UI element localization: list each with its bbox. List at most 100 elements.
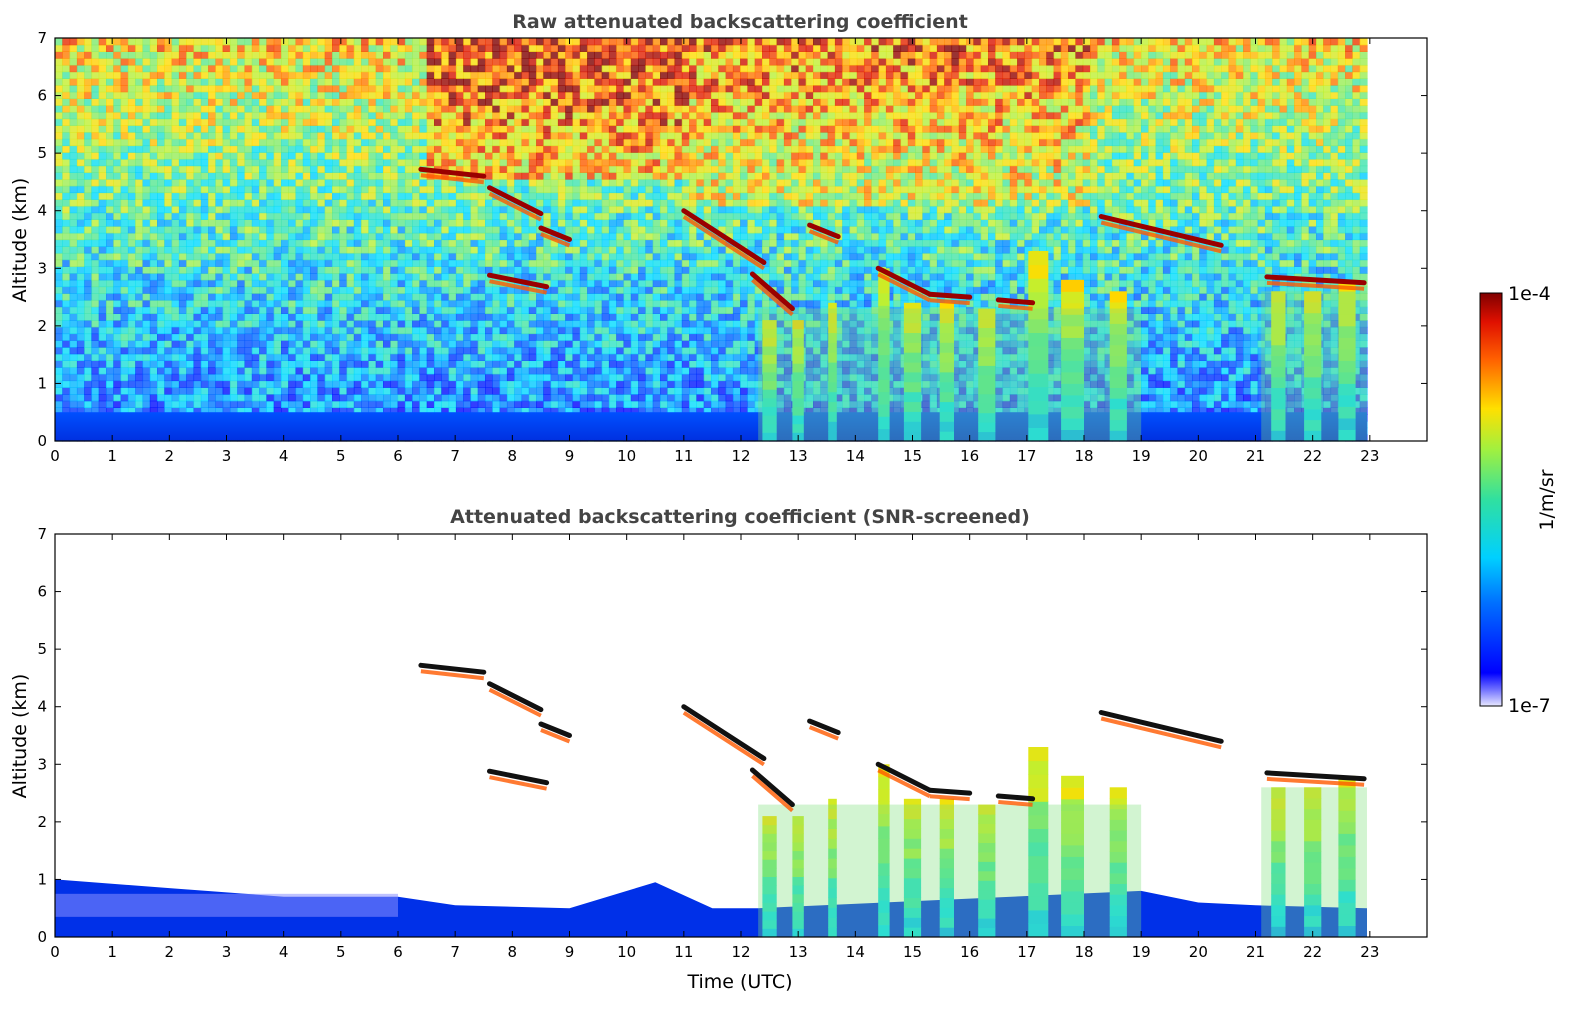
noise-cell bbox=[200, 326, 209, 335]
noise-cell bbox=[281, 138, 289, 147]
noise-cell bbox=[528, 340, 537, 348]
noise-cell bbox=[142, 266, 151, 274]
noise-cell bbox=[178, 158, 187, 167]
noise-cell bbox=[361, 64, 369, 73]
noise-cell bbox=[259, 320, 267, 328]
noise-cell bbox=[587, 306, 595, 314]
noise-cell bbox=[127, 347, 136, 355]
noise-cell bbox=[84, 286, 93, 294]
noise-cell bbox=[113, 98, 122, 106]
noise-cell bbox=[237, 138, 246, 147]
noise-cell bbox=[84, 145, 93, 153]
noise-cell bbox=[273, 266, 282, 274]
noise-cell bbox=[113, 246, 122, 254]
noise-cell bbox=[84, 38, 93, 46]
noise-cell bbox=[98, 165, 107, 173]
noise-cell bbox=[623, 98, 632, 106]
noise-cell bbox=[412, 158, 420, 167]
noise-cell bbox=[302, 286, 311, 294]
noise-cell bbox=[288, 199, 297, 207]
noise-cell bbox=[310, 340, 318, 348]
noise-cell bbox=[543, 353, 552, 361]
noise-cell bbox=[164, 259, 173, 267]
noise-cell bbox=[259, 373, 267, 382]
noise-cell bbox=[149, 252, 158, 261]
noise-cell bbox=[426, 353, 435, 361]
noise-cell bbox=[171, 91, 180, 99]
noise-cell bbox=[98, 326, 107, 335]
noise-cell bbox=[623, 44, 632, 52]
noise-cell bbox=[127, 199, 136, 207]
noise-cell bbox=[353, 98, 362, 106]
noise-cell bbox=[251, 58, 260, 66]
noise-cell bbox=[492, 380, 501, 388]
noise-cell bbox=[543, 132, 552, 140]
noise-cell bbox=[149, 71, 158, 79]
noise-cell bbox=[572, 286, 581, 294]
noise-cell bbox=[120, 58, 129, 66]
noise-cell bbox=[259, 105, 267, 113]
noise-cell bbox=[324, 78, 333, 86]
noise-cell bbox=[361, 347, 369, 355]
noise-cell bbox=[623, 71, 632, 79]
noise-cell bbox=[317, 51, 326, 59]
noise-cell bbox=[55, 347, 63, 355]
noise-cell bbox=[492, 152, 501, 160]
noise-cell bbox=[572, 380, 581, 388]
noise-cell bbox=[419, 367, 428, 375]
noise-cell bbox=[485, 299, 493, 308]
noise-cell bbox=[273, 219, 282, 227]
noise-cell bbox=[106, 380, 114, 388]
noise-cell bbox=[434, 273, 442, 281]
noise-cell bbox=[76, 306, 85, 314]
noise-cell bbox=[353, 78, 362, 86]
noise-cell bbox=[499, 78, 508, 86]
noise-cell bbox=[353, 145, 362, 153]
noise-cell bbox=[273, 118, 282, 126]
noise-cell bbox=[208, 219, 216, 227]
noise-cell bbox=[193, 299, 202, 308]
noise-cell bbox=[404, 226, 413, 234]
noise-cell bbox=[157, 373, 165, 382]
noise-cell bbox=[375, 138, 384, 147]
noise-cell bbox=[550, 347, 559, 355]
noise-cell bbox=[200, 353, 209, 361]
noise-cell bbox=[310, 132, 318, 140]
noise-cell bbox=[353, 165, 362, 173]
noise-cell bbox=[492, 286, 501, 294]
noise-cell bbox=[652, 38, 661, 46]
noise-cell bbox=[317, 71, 326, 79]
noise-cell bbox=[528, 125, 537, 133]
noise-cell bbox=[62, 78, 71, 86]
noise-cell bbox=[550, 44, 559, 52]
noise-cell bbox=[91, 286, 100, 294]
noise-cell bbox=[171, 306, 180, 314]
noise-cell bbox=[419, 400, 428, 408]
noise-cell bbox=[317, 78, 326, 86]
noise-cell bbox=[434, 232, 442, 241]
noise-cell bbox=[113, 38, 122, 46]
noise-cell bbox=[200, 333, 209, 341]
noise-cell bbox=[324, 333, 333, 341]
noise-cell bbox=[470, 320, 479, 328]
noise-cell bbox=[550, 273, 559, 281]
noise-cell bbox=[186, 353, 195, 361]
noise-cell bbox=[550, 320, 559, 328]
noise-cell bbox=[404, 306, 413, 314]
noise-cell bbox=[587, 360, 595, 368]
noise-cell bbox=[157, 326, 165, 335]
noise-cell bbox=[528, 273, 537, 281]
noise-cell bbox=[317, 326, 326, 335]
noise-cell bbox=[200, 400, 209, 408]
noise-cell bbox=[339, 340, 348, 348]
noise-cell bbox=[390, 353, 399, 361]
noise-cell bbox=[434, 85, 442, 93]
noise-cell bbox=[463, 306, 472, 314]
noise-cell bbox=[135, 347, 144, 355]
noise-cell bbox=[579, 259, 588, 267]
noise-cell bbox=[69, 340, 78, 348]
noise-cell bbox=[536, 152, 544, 160]
noise-cell bbox=[69, 360, 78, 368]
noise-cell bbox=[302, 293, 311, 301]
noise-cell bbox=[587, 58, 595, 66]
